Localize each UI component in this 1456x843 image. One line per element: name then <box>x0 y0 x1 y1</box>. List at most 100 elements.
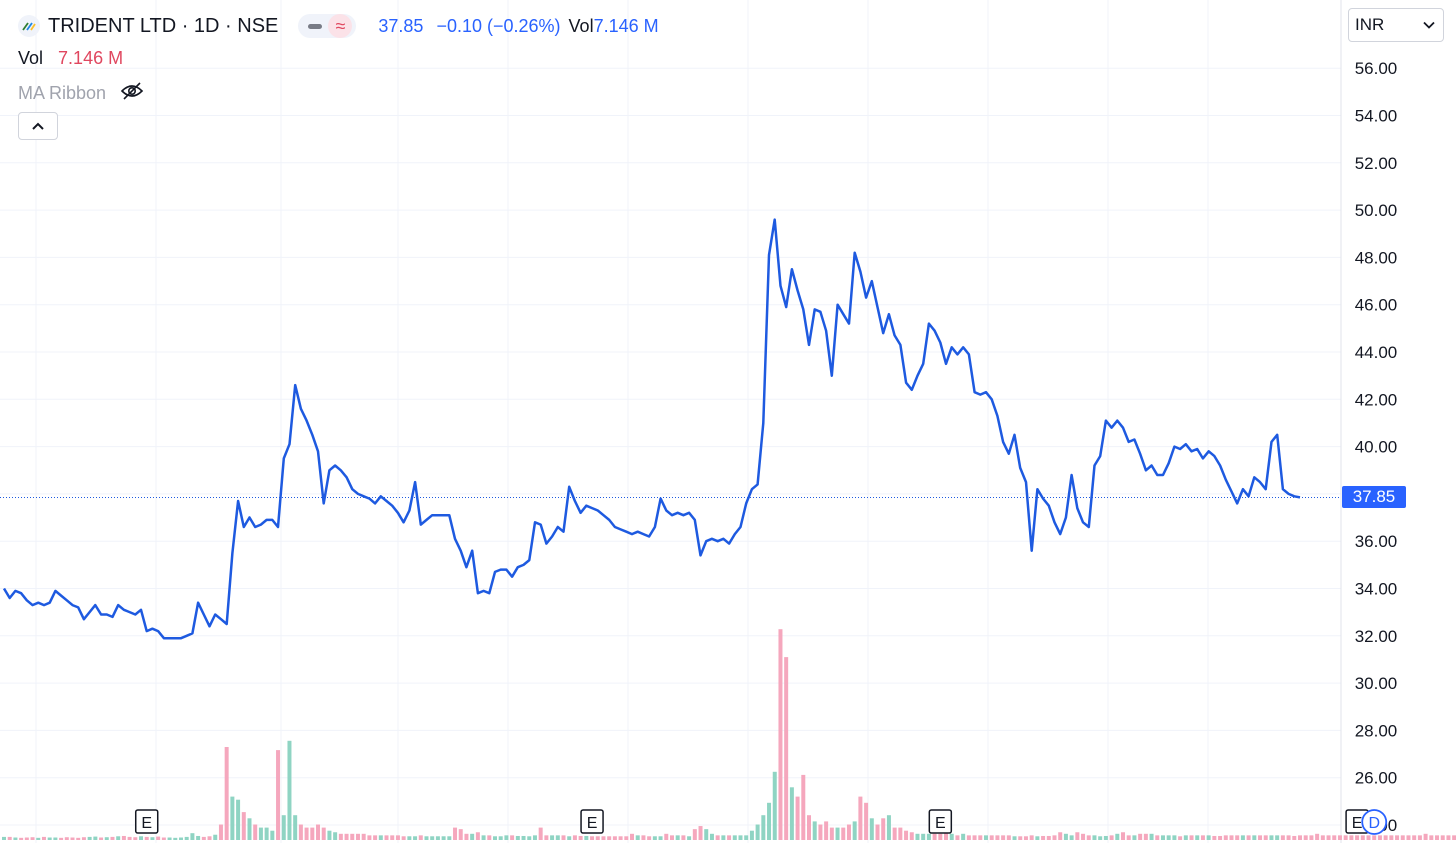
volume-bar <box>1326 835 1331 840</box>
volume-bar <box>721 835 726 840</box>
volume-bar <box>1269 835 1274 840</box>
volume-bar <box>1189 835 1194 840</box>
volume-bar <box>618 836 623 840</box>
volume-bar <box>173 837 178 840</box>
volume-bar <box>1115 833 1120 840</box>
collapse-legend-button[interactable] <box>18 112 58 140</box>
volume-bar <box>93 836 98 840</box>
volume-bar <box>76 837 81 840</box>
volume-bar <box>310 827 315 840</box>
volume-bar <box>264 827 269 840</box>
volume-bar <box>1212 835 1217 840</box>
symbol-logo-icon <box>18 15 40 37</box>
volume-bar <box>938 833 943 840</box>
volume-bar <box>281 815 286 840</box>
volume-bar <box>1075 832 1080 840</box>
volume-bar <box>276 750 281 840</box>
volume-bar <box>829 827 834 840</box>
volume-bar <box>978 835 983 840</box>
volume-bar <box>841 827 846 840</box>
chevron-up-icon <box>32 122 44 130</box>
volume-bar <box>304 827 309 840</box>
volume-bar <box>492 836 497 840</box>
earnings-marker[interactable]: E <box>928 809 953 834</box>
volume-bar <box>801 774 806 840</box>
volume-bar <box>355 833 360 840</box>
volume-bar <box>298 824 303 840</box>
volume-bar <box>378 835 383 840</box>
volume-bar <box>572 835 577 840</box>
volume-bar <box>852 821 857 840</box>
volume-bar <box>413 836 418 840</box>
volume-bar <box>247 818 252 840</box>
volume-bar <box>755 824 760 840</box>
chart-legend: TRIDENT LTD · 1D · NSE ≈ 37.85 −0.10 (−0… <box>18 12 659 40</box>
volume-bar <box>624 836 629 840</box>
volume-bar <box>333 832 338 840</box>
volume-bar <box>669 835 674 840</box>
line-style-icon <box>308 23 323 29</box>
volume-bar <box>481 835 486 840</box>
volume-bar <box>384 835 389 840</box>
volume-bar <box>818 824 823 840</box>
earnings-marker[interactable]: E <box>134 809 159 834</box>
volume-bar <box>1160 835 1165 840</box>
volume-bar <box>658 836 663 840</box>
volume-bar <box>1081 833 1086 840</box>
volume-bar <box>458 829 463 840</box>
volume-bar <box>1303 835 1308 840</box>
symbol-title[interactable]: TRIDENT LTD · 1D · NSE <box>48 14 279 37</box>
volume-bar <box>972 835 977 840</box>
volume-bar <box>218 824 223 840</box>
volume-bar <box>590 836 595 840</box>
earnings-marker-label: E <box>1352 815 1363 832</box>
volume-bar <box>1001 835 1006 840</box>
eye-crossed-icon[interactable] <box>120 81 144 106</box>
volume-bar <box>418 835 423 840</box>
volume-indicator-value: 7.146 M <box>58 48 124 68</box>
volume-bar <box>1315 833 1320 840</box>
ma-ribbon-label: MA Ribbon <box>18 83 107 103</box>
volume-bar <box>7 836 12 840</box>
volume-bar <box>932 833 937 840</box>
currency-select[interactable]: INR <box>1348 8 1444 42</box>
earnings-marker[interactable]: E <box>580 809 604 834</box>
volume-bar <box>213 834 218 840</box>
volume-bar <box>1229 835 1234 840</box>
currency-value: INR <box>1355 15 1385 34</box>
volume-bar <box>555 835 560 840</box>
dividend-marker[interactable]: D <box>1361 809 1388 835</box>
volume-bar <box>1018 836 1023 840</box>
volume-bar <box>921 833 926 840</box>
volume-bar <box>161 837 166 840</box>
volume-bar <box>1286 835 1291 840</box>
volume-bar <box>1383 835 1388 840</box>
volume-bar <box>612 836 617 840</box>
ma-ribbon-indicator-row[interactable]: MA Ribbon <box>18 81 144 106</box>
dividend-marker-circle <box>1361 809 1388 835</box>
volume-bar <box>715 835 720 840</box>
volume-bar <box>1377 835 1382 840</box>
volume-indicator-row[interactable]: Vol 7.146 M <box>18 48 123 69</box>
volume-bar <box>1320 835 1325 840</box>
chart-style-toggle[interactable]: ≈ <box>298 14 357 38</box>
volume-bar <box>1240 835 1245 840</box>
volume-bar <box>64 837 69 840</box>
volume-bar <box>441 836 446 840</box>
y-tick-label: 30.00 <box>1355 674 1398 693</box>
volume-bar <box>681 835 686 840</box>
y-tick-label: 26.00 <box>1355 769 1398 788</box>
price-readout: 37.85 −0.10 (−0.26%) <box>378 16 568 37</box>
volume-bar <box>1058 832 1063 840</box>
volume-bar <box>350 833 355 840</box>
volume-bar <box>230 796 235 840</box>
volume-bar <box>367 835 372 840</box>
volume-bar <box>139 836 144 840</box>
volume-bar <box>561 835 566 840</box>
volume-bar <box>789 787 794 840</box>
volume-bar <box>224 747 229 840</box>
volume-bar <box>704 829 709 840</box>
volume-bar <box>732 835 737 840</box>
